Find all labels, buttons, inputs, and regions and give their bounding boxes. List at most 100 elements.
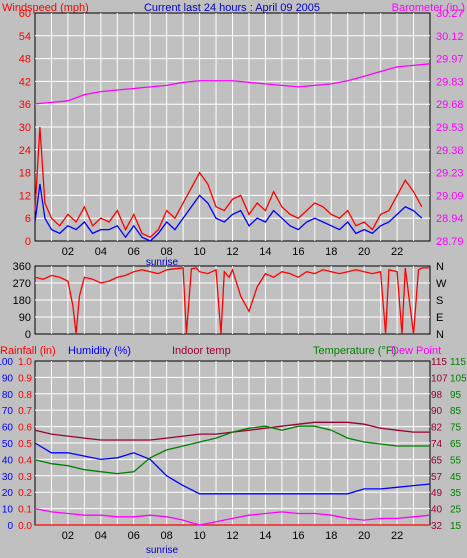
direction-panel-right-tick: S <box>436 295 443 307</box>
humidity-line <box>34 442 431 495</box>
gust-line <box>34 183 423 242</box>
temp-panel-right2-tick: 85 <box>450 406 462 417</box>
temp-panel-right-tick: 90 <box>431 406 443 417</box>
windspeed-title: Windspeed (mph) <box>2 2 89 14</box>
wind-panel-left-tick: 60 <box>19 8 31 20</box>
temp-panel-left-tick: 60 <box>2 423 14 434</box>
temp-panel-right2-tick: 75 <box>450 423 462 434</box>
temp-panel-left-tick: 10 <box>2 505 14 516</box>
temp-panel-x-tick: 02 <box>62 530 74 542</box>
temp-panel-left-tick: 30 <box>2 472 14 483</box>
temp-panel-left2-tick: 0.2 <box>18 488 32 499</box>
temp-panel-right2-tick: 35 <box>450 488 462 499</box>
wind-panel-x-tick: 16 <box>292 246 304 258</box>
windspeed-line <box>34 126 423 238</box>
temperature-line <box>34 425 430 475</box>
temp-panel-left2-tick: 0.3 <box>18 472 32 483</box>
wind-panel-left-tick: 18 <box>19 168 31 180</box>
sunrise-label-1: sunrise <box>146 257 179 268</box>
temp-panel-left2-tick: 0.1 <box>18 505 32 516</box>
wind-panel-right-tick: 29.09 <box>436 190 464 202</box>
temp-panel-right-tick: 65 <box>431 455 443 466</box>
temp-panel-x-tick: 16 <box>292 530 304 542</box>
temp-panel-left2-tick: 0.9 <box>18 373 32 384</box>
temp-panel-x-tick: 18 <box>325 530 337 542</box>
temp-panel-x-tick: 06 <box>128 530 140 542</box>
temp-panel-left2-tick: 0.7 <box>18 406 32 417</box>
temp-panel-right-tick: 82 <box>431 423 443 434</box>
wind-panel-right-tick: 29.68 <box>436 99 464 111</box>
direction-panel-left-tick: 270 <box>13 278 31 290</box>
temp-panel-x-tick: 12 <box>226 530 238 542</box>
wind-panel-left-tick: 12 <box>19 190 31 202</box>
barometer-line <box>34 63 431 105</box>
temp-panel-x-tick: 20 <box>358 530 370 542</box>
direction-panel-left-tick: 0 <box>25 329 31 341</box>
temp-panel-left-tick: 90 <box>2 373 14 384</box>
temp-panel-right-tick: 98 <box>431 390 443 401</box>
sunrise-label-3: sunrise <box>146 545 179 556</box>
temp-panel-right2-tick: 25 <box>450 505 462 516</box>
humidity-title: Humidity (%) <box>68 345 131 357</box>
temp-panel-right2-tick: 105 <box>450 373 467 384</box>
direction-panel-left-tick: 90 <box>19 312 31 324</box>
temp-panel-right-tick: 57 <box>431 472 443 483</box>
temp-panel-left-tick: 80 <box>2 390 14 401</box>
direction-panel-right-tick: E <box>436 312 443 324</box>
direction-panel-left-tick: 360 <box>13 261 31 273</box>
direction-line <box>34 267 430 335</box>
wind-panel-left-tick: 36 <box>19 99 31 111</box>
temp-panel-right-tick: 115 <box>431 357 447 368</box>
wind-panel-right-tick: 29.83 <box>436 76 464 88</box>
wind-panel-x-tick: 04 <box>95 246 107 258</box>
wind-panel-left-tick: 24 <box>19 145 31 157</box>
wind-panel-left-tick: 42 <box>19 76 31 88</box>
wind-panel-left-tick: 48 <box>19 54 31 66</box>
temp-panel-right2-tick: 65 <box>450 439 462 450</box>
wind-panel-right-tick: 28.94 <box>436 213 464 225</box>
temp-panel-right2-tick: 15 <box>450 521 462 532</box>
wind-panel-x-tick: 06 <box>128 246 140 258</box>
temp-panel-left-tick: 20 <box>2 488 14 499</box>
temp-panel-x-tick: 14 <box>259 530 271 542</box>
temp-panel-right-tick: 107 <box>431 373 448 384</box>
direction-panel-left-tick: 180 <box>13 295 31 307</box>
temp-panel-left-tick: 0 <box>7 521 13 532</box>
temp-panel-right-tick: 49 <box>431 488 443 499</box>
wind-panel-right-tick: 29.53 <box>436 122 464 134</box>
temp-panel-left-tick: 70 <box>2 406 14 417</box>
temp-panel-right-tick: 74 <box>431 439 443 450</box>
temp-panel-x-tick: 04 <box>95 530 107 542</box>
wind-panel-x-tick: 10 <box>193 246 205 258</box>
barometer-title: Barometer (in.) <box>392 2 465 14</box>
direction-panel-right-tick: W <box>436 278 447 290</box>
temp-panel-left2-tick: 0.4 <box>18 455 32 466</box>
direction-panel-right-tick: N <box>436 261 444 273</box>
indoor-title: Indoor temp <box>172 345 231 357</box>
wind-panel-right-tick: 30.12 <box>436 31 464 43</box>
temp-panel-left-tick: 40 <box>2 455 14 466</box>
temp-panel-left2-tick: 0.0 <box>18 521 32 532</box>
wind-panel-left-tick: 6 <box>25 213 31 225</box>
wind-panel-x-tick: 08 <box>161 246 173 258</box>
temperature-title: Temperature (°F) <box>313 345 396 357</box>
direction-panel-right-tick: N <box>436 329 444 341</box>
temp-panel-x-tick: 22 <box>391 530 403 542</box>
temp-panel-right2-tick: 55 <box>450 455 462 466</box>
wind-panel-x-tick: 02 <box>62 246 74 258</box>
wind-panel-left-tick: 0 <box>25 236 31 248</box>
rainfall-title: Rainfall (in) <box>0 345 56 357</box>
temp-panel-right-tick: 40 <box>431 505 443 516</box>
temp-panel-left2-tick: 0.5 <box>18 439 32 450</box>
dewpoint-title: Dew Point <box>391 345 441 357</box>
dewpoint-line <box>34 507 431 526</box>
temp-panel-left-tick: 50 <box>2 439 14 450</box>
wind-panel-x-tick: 20 <box>358 246 370 258</box>
temp-panel-right2-tick: 115 <box>450 357 466 368</box>
wind-panel-right-tick: 30.27 <box>436 8 464 20</box>
temp-panel-x-tick: 08 <box>161 530 173 542</box>
wind-panel-right-tick: 29.23 <box>436 168 464 180</box>
temp-panel-right2-tick: 45 <box>450 472 462 483</box>
wind-panel-right-tick: 29.97 <box>436 54 464 66</box>
